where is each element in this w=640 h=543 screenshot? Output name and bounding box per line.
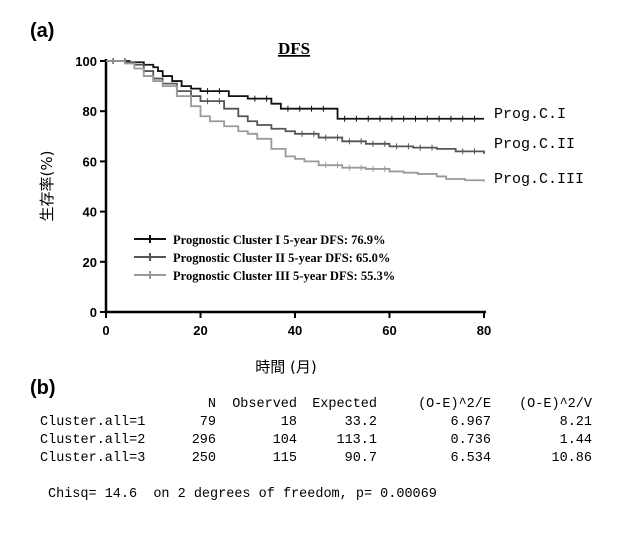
legend-entry: Prognostic Cluster III 5-year DFS: 55.3% bbox=[173, 269, 395, 283]
x-axis-label: 時間 (月) bbox=[255, 358, 316, 376]
row-label: Cluster.all=2 bbox=[40, 432, 145, 450]
dfs-chart: DFS 020406080100020406080 Prog.C.IProg.C… bbox=[0, 0, 640, 380]
y-tick-label: 60 bbox=[83, 154, 97, 169]
chart-title: DFS bbox=[278, 39, 310, 58]
cell-value: 6.534 bbox=[450, 450, 491, 468]
series-end-label: Prog.C.III bbox=[494, 171, 584, 188]
cell-value: 10.86 bbox=[551, 450, 592, 468]
chart-legend: Prognostic Cluster I 5-year DFS: 76.9% Pr… bbox=[134, 233, 395, 283]
cell-value: 113.1 bbox=[336, 432, 377, 450]
y-axis-label: 生存率(%) bbox=[38, 151, 56, 222]
chisq-line: Chisq= 14.6 on 2 degrees of freedom, p= … bbox=[48, 487, 437, 502]
table-row: Cluster.all=2 296 104 113.1 0.736 1.44 bbox=[40, 432, 640, 450]
table-row: Cluster.all=1 79 18 33.2 6.967 8.21 bbox=[40, 414, 640, 432]
cell-value: 90.7 bbox=[345, 450, 377, 468]
cell-value: 250 bbox=[192, 450, 216, 468]
table-row: Cluster.all=3 250 115 90.7 6.534 10.86 bbox=[40, 450, 640, 468]
x-tick-label: 40 bbox=[288, 323, 302, 338]
series-end-label: Prog.C.II bbox=[494, 136, 575, 153]
chart-series bbox=[106, 58, 484, 181]
cell-value: 104 bbox=[273, 432, 297, 450]
series-end-labels: Prog.C.I Prog.C.II Prog.C.III bbox=[494, 106, 584, 188]
cell-value: Expected bbox=[312, 396, 377, 414]
y-tick-label: 100 bbox=[75, 54, 97, 69]
cell-value: 33.2 bbox=[345, 414, 377, 432]
cell-value: 1.44 bbox=[560, 432, 592, 450]
legend-entry: Prognostic Cluster II 5-year DFS: 65.0% bbox=[173, 251, 390, 265]
cell-value: Observed bbox=[232, 396, 297, 414]
cell-value: N bbox=[208, 396, 216, 414]
x-tick-label: 20 bbox=[193, 323, 207, 338]
cell-value: 0.736 bbox=[450, 432, 491, 450]
cell-value: (O-E)^2/E bbox=[418, 396, 491, 414]
legend-entry: Prognostic Cluster I 5-year DFS: 76.9% bbox=[173, 233, 385, 247]
cell-value: 79 bbox=[200, 414, 216, 432]
x-tick-label: 0 bbox=[102, 323, 109, 338]
survdiff-table: NObservedExpected(O-E)^2/E(O-E)^2/VClust… bbox=[40, 396, 640, 468]
cell-value: 115 bbox=[273, 450, 297, 468]
row-label: Cluster.all=1 bbox=[40, 414, 145, 432]
table-header: N Observed Expected (O-E)^2/E (O-E)^2/V bbox=[40, 396, 640, 414]
y-tick-label: 0 bbox=[90, 305, 97, 320]
cell-value: 18 bbox=[281, 414, 297, 432]
x-tick-label: 80 bbox=[477, 323, 491, 338]
cell-value: 296 bbox=[192, 432, 216, 450]
survival-curve bbox=[106, 61, 484, 119]
cell-value: (O-E)^2/V bbox=[519, 396, 592, 414]
chart-axes: 0 20 40 60 80 100 0 20 40 60 80 bbox=[75, 54, 491, 338]
y-tick-label: 40 bbox=[83, 205, 97, 220]
cell-value: 6.967 bbox=[450, 414, 491, 432]
row-label: Cluster.all=3 bbox=[40, 450, 145, 468]
y-tick-label: 20 bbox=[83, 255, 97, 270]
y-tick-label: 80 bbox=[83, 104, 97, 119]
series-end-label: Prog.C.I bbox=[494, 106, 566, 123]
x-tick-label: 60 bbox=[382, 323, 396, 338]
cell-value: 8.21 bbox=[560, 414, 592, 432]
